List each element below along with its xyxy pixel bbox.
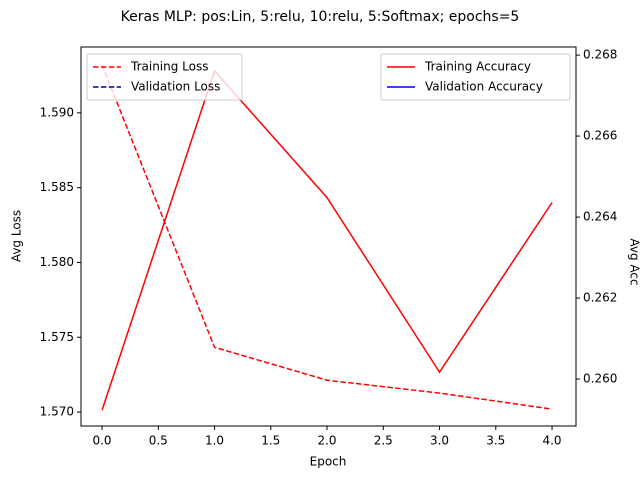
y-tick-label: 1.590 (40, 105, 74, 119)
y-axis-label: Avg Loss (10, 210, 24, 262)
legend-box (86, 53, 243, 101)
series-line (101, 69, 553, 411)
x-axis-label: Epoch (310, 455, 347, 469)
legend-label: Validation Loss (131, 80, 220, 94)
x-tick-label: 1.0 (205, 434, 224, 448)
legend-label: Training Accuracy (424, 60, 531, 74)
plot-frame (80, 46, 577, 427)
x-tick-label: 3.5 (486, 434, 505, 448)
y2-tick-label: 0.262 (583, 291, 617, 305)
series-line (101, 64, 553, 410)
y-tick-label: 1.585 (40, 180, 74, 194)
y2-axis-label: Avg Acc (628, 238, 640, 285)
legend-label: Training Loss (130, 60, 208, 74)
x-tick-label: 3.0 (430, 434, 449, 448)
legend-label: Validation Accuracy (425, 80, 543, 94)
chart-title: Keras MLP: pos:Lin, 5:relu, 10:relu, 5:S… (121, 9, 520, 25)
x-tick-label: 4.0 (542, 434, 561, 448)
x-tick-label: 1.5 (261, 434, 280, 448)
y2-tick-label: 0.266 (583, 129, 617, 143)
y2-tick-label: 0.260 (583, 372, 617, 386)
y2-tick-label: 0.264 (583, 210, 617, 224)
x-tick-label: 2.5 (374, 434, 393, 448)
x-tick-label: 0.5 (149, 434, 168, 448)
y-tick-label: 1.570 (40, 405, 74, 419)
legend-box (380, 53, 571, 101)
y-tick-label: 1.575 (40, 330, 74, 344)
y2-tick-label: 0.268 (583, 48, 617, 62)
x-tick-label: 2.0 (317, 434, 336, 448)
y-tick-label: 1.580 (40, 255, 74, 269)
x-tick-label: 0.0 (92, 434, 111, 448)
